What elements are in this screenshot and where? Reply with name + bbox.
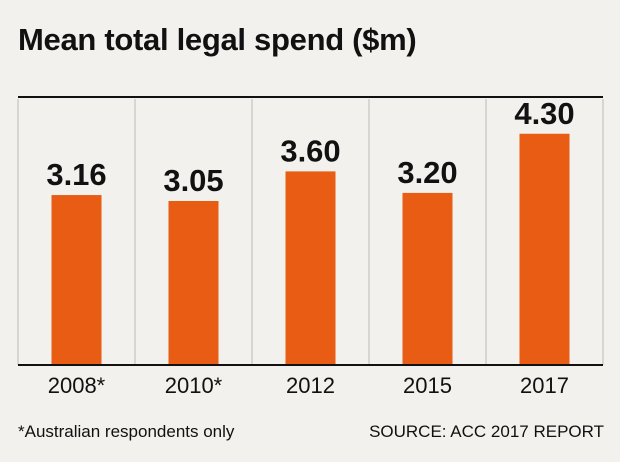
chart-title: Mean total legal spend ($m) [18, 22, 417, 57]
bar [168, 200, 219, 365]
data-label: 3.16 [46, 157, 106, 192]
data-label: 3.20 [397, 155, 457, 190]
x-tick-label: 2017 [520, 373, 569, 398]
x-tick-label: 2010* [165, 373, 223, 398]
source-note: SOURCE: ACC 2017 REPORT [369, 422, 604, 441]
bar [519, 133, 570, 365]
x-tick-label: 2012 [286, 373, 335, 398]
footnote: *Australian respondents only [18, 422, 235, 441]
chart-footer: *Australian respondents only SOURCE: ACC… [18, 422, 604, 442]
data-label: 3.05 [163, 163, 223, 198]
x-tick-label: 2008* [48, 373, 106, 398]
x-tick-label: 2015 [403, 373, 452, 398]
data-label: 3.60 [280, 133, 340, 168]
bar [285, 171, 336, 365]
bar [51, 195, 102, 365]
bar [402, 192, 453, 365]
data-label: 4.30 [514, 96, 574, 131]
